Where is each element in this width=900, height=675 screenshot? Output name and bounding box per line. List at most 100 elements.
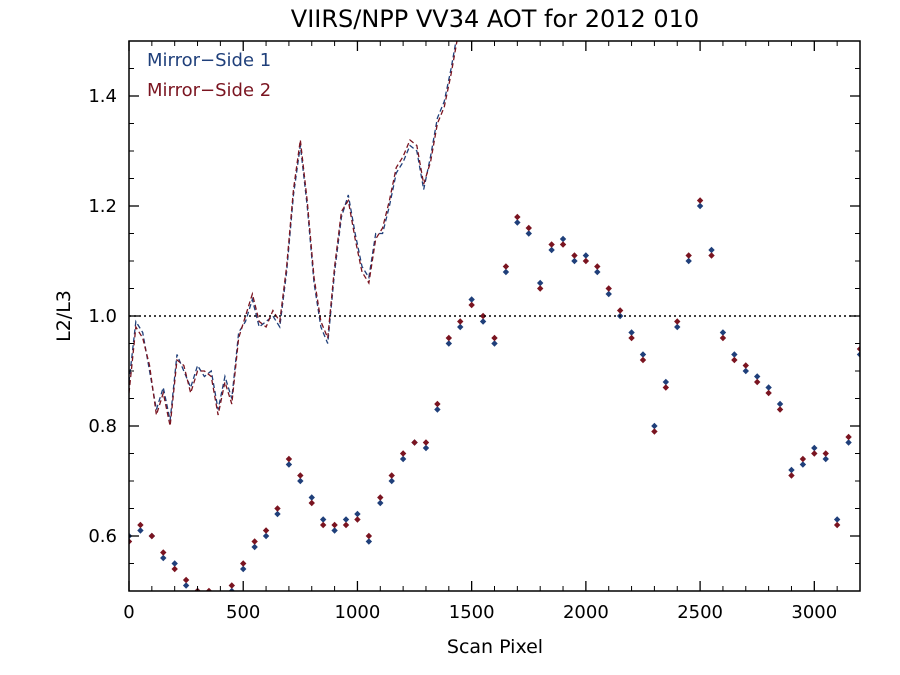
data-point-s2-20 (354, 516, 361, 523)
data-point-s1-57 (776, 400, 784, 408)
data-point-s1-40 (582, 252, 590, 259)
data-point-s1-37 (548, 246, 555, 254)
data-point-s1-55 (754, 373, 761, 380)
data-point-s2-60 (811, 450, 818, 457)
data-point-s1-53 (731, 351, 738, 358)
data-point-s2-22 (377, 494, 384, 501)
data-point-s1-64 (856, 351, 860, 358)
data-point-s1-7 (206, 593, 212, 599)
data-point-s2-14 (285, 455, 293, 463)
data-point-s1-16 (308, 494, 315, 501)
data-point-s2-32 (491, 334, 498, 342)
data-point-s2-18 (331, 521, 338, 529)
data-point-s1-54 (742, 367, 749, 375)
data-point-s1-35 (525, 230, 532, 237)
data-point-s2-33 (502, 263, 510, 270)
scatter-points-layer (129, 197, 860, 599)
data-point-s1-31 (479, 318, 487, 325)
legend-entry-mirror-side-2: Mirror−Side 2 (147, 80, 271, 101)
data-point-s2-56 (765, 389, 772, 397)
data-point-s1-58 (788, 466, 795, 474)
y-tick-label: 1.4 (88, 86, 117, 107)
x-tick-label: 500 (226, 602, 260, 623)
x-tick-label: 1000 (335, 602, 381, 623)
data-point-s1-15 (297, 477, 304, 485)
data-point-s2-17 (319, 521, 327, 529)
data-point-s1-59 (799, 461, 807, 468)
data-point-s1-63 (845, 439, 852, 446)
x-tick-label: 2000 (563, 602, 609, 623)
data-point-s1-48 (674, 323, 681, 331)
legend-entry-mirror-side-1: Mirror−Side 1 (147, 50, 271, 71)
data-point-s1-13 (274, 510, 281, 518)
data-point-s1-22 (377, 499, 384, 507)
data-point-s2-13 (274, 505, 281, 512)
plot-area (129, 41, 860, 599)
data-point-s2-0 (129, 538, 133, 545)
data-point-s2-19 (342, 521, 350, 529)
data-point-s1-5 (182, 582, 190, 589)
data-point-s1-36 (536, 279, 544, 287)
data-point-s1-21 (365, 538, 373, 545)
data-point-s1-28 (445, 340, 453, 347)
data-point-s2-39 (571, 252, 578, 259)
y-axis-title: L2/L3 (53, 290, 75, 342)
data-point-s2-63 (845, 433, 852, 441)
y-tick-label: 0.8 (88, 416, 117, 437)
data-point-s1-23 (388, 477, 395, 485)
y-tick-labels: 0.6 0.8 1.0 1.2 1.4 (88, 86, 117, 547)
data-point-s2-29 (457, 318, 464, 325)
data-point-s1-38 (559, 235, 567, 243)
data-point-s1-44 (628, 329, 635, 336)
axis-ticks (128, 41, 860, 591)
data-point-s1-32 (491, 340, 498, 347)
data-point-s2-5 (182, 576, 190, 584)
data-point-s2-52 (719, 334, 727, 342)
dashed-series-layer (129, 41, 458, 427)
data-point-s1-8 (217, 593, 223, 599)
data-point-s1-42 (605, 290, 612, 298)
data-point-s1-10 (240, 565, 247, 573)
data-point-s2-38 (559, 241, 567, 248)
data-point-s2-46 (651, 428, 658, 435)
data-point-s1-47 (662, 378, 670, 386)
data-point-s2-57 (776, 406, 784, 413)
data-point-s2-48 (674, 318, 681, 325)
data-point-s2-27 (434, 400, 441, 408)
x-tick-label: 3000 (791, 602, 837, 623)
data-point-s2-47 (662, 384, 670, 391)
data-point-s2-25 (411, 439, 418, 446)
data-point-s1-18 (331, 527, 338, 534)
data-point-s2-8 (217, 593, 223, 599)
x-tick-label: 2500 (677, 602, 723, 623)
data-point-s2-4 (171, 565, 178, 573)
data-point-s2-59 (799, 455, 807, 463)
data-point-s2-50 (696, 197, 704, 204)
chart-title: VIIRS/NPP VV34 AOT for 2012 010 (291, 5, 699, 33)
data-point-s1-24 (399, 455, 407, 463)
data-point-s1-49 (685, 257, 692, 265)
data-point-s2-30 (468, 301, 475, 309)
dashed-line-series-2 (129, 41, 458, 427)
data-point-s2-16 (308, 499, 315, 507)
data-point-s2-23 (388, 472, 395, 479)
data-point-s2-35 (525, 224, 532, 232)
y-tick-label: 1.0 (88, 306, 117, 327)
data-point-s1-12 (262, 532, 270, 540)
data-point-s2-44 (628, 334, 635, 342)
data-point-s2-26 (422, 439, 430, 446)
x-tick-label: 1500 (449, 602, 495, 623)
data-point-s1-11 (251, 543, 258, 551)
y-tick-label: 0.6 (88, 526, 117, 547)
data-point-s2-55 (754, 378, 761, 386)
data-point-s1-29 (457, 323, 464, 331)
data-point-s1-33 (502, 268, 510, 276)
data-point-s1-50 (696, 202, 704, 210)
data-point-s1-51 (708, 246, 715, 254)
data-point-s2-10 (240, 560, 247, 567)
data-point-s1-39 (571, 257, 578, 265)
data-point-s2-9 (228, 582, 235, 589)
data-point-s1-45 (639, 351, 647, 358)
x-axis-title: Scan Pixel (447, 636, 543, 658)
